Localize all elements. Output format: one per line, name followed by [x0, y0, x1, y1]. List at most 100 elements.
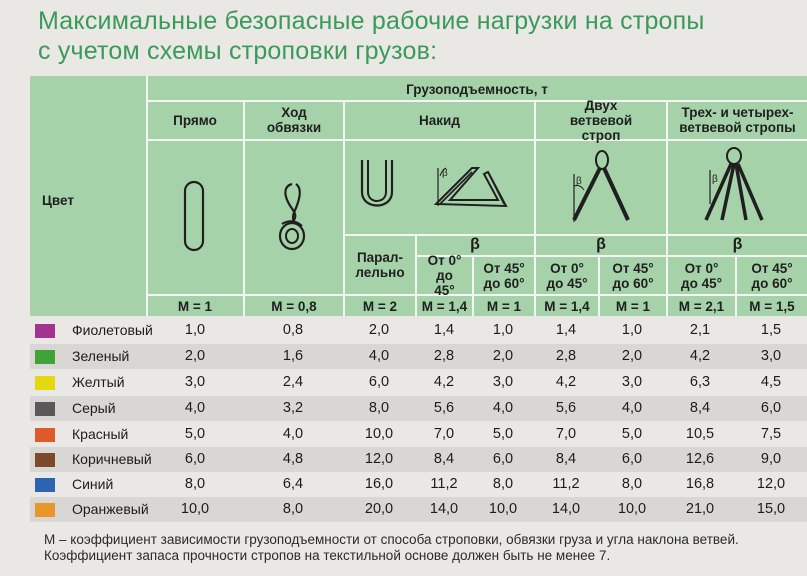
header-divider: [147, 139, 807, 141]
page-title: Максимальные безопасные рабочие нагрузки…: [38, 6, 705, 66]
load-value: 15,0: [756, 501, 786, 517]
load-value: 3,0: [760, 348, 782, 364]
header-divider: [666, 101, 668, 316]
color-swatch: [35, 503, 55, 517]
load-value: 10,0: [364, 426, 394, 442]
load-value: 6,0: [492, 451, 514, 467]
load-value: 7,5: [760, 426, 782, 442]
header-three-four-leg: Трех- и четырех- ветвевой стропы: [679, 105, 796, 135]
load-value: 20,0: [364, 501, 394, 517]
load-value: 6,0: [760, 400, 782, 416]
load-value: 4,0: [492, 400, 514, 416]
table-row: Красный 5,0 4,0 10,0 7,0 5,0 7,0 5,0 10,5 7,5: [30, 422, 807, 447]
load-value: 7,0: [433, 426, 455, 442]
load-value: 5,0: [621, 426, 643, 442]
header-divider: [344, 234, 807, 236]
load-value: 3,2: [282, 400, 304, 416]
load-value: 5,0: [184, 426, 206, 442]
header-divider: [146, 76, 148, 316]
color-swatch: [35, 350, 55, 364]
load-value: 2,8: [433, 348, 455, 364]
load-value: 2,1: [689, 322, 711, 338]
header-color: Цвет: [42, 192, 74, 208]
load-value: 2,4: [282, 374, 304, 390]
beta-label: β: [732, 236, 743, 253]
header-angle-0-45: От 0° до 45°: [427, 253, 462, 298]
load-value: 1,0: [184, 322, 206, 338]
load-value: 4,0: [621, 400, 643, 416]
title-line-1: Максимальные безопасные рабочие нагрузки…: [38, 7, 705, 35]
header-divider: [415, 235, 417, 316]
load-value: 4,5: [760, 374, 782, 390]
color-swatch: [35, 428, 55, 442]
load-value: 5,6: [433, 400, 455, 416]
color-name: Зеленый: [72, 348, 130, 364]
load-value: 16,0: [364, 476, 394, 492]
load-value: 3,0: [184, 374, 206, 390]
m-value: М = 2: [362, 298, 398, 314]
header-two-leg: Двух ветвевой строп: [569, 97, 633, 143]
choke-sling-icon: [278, 182, 306, 251]
load-value: 8,0: [184, 476, 206, 492]
load-value: 16,8: [685, 476, 715, 492]
load-value: 4,0: [368, 348, 390, 364]
m-value: М = 1,5: [749, 298, 795, 314]
color-swatch: [35, 453, 55, 467]
table-row: Зеленый 2,0 1,6 4,0 2,8 2,0 2,8 2,0 4,2 3,0: [30, 344, 807, 369]
load-value: 10,0: [488, 501, 518, 517]
table-row: Оранжевый 10,0 8,0 20,0 14,0 10,0 14,0 10,0 21,…: [30, 497, 807, 522]
m-value: М = 1,4: [544, 298, 590, 314]
header-angle-45-60: От 45° до 60°: [751, 260, 793, 291]
load-value: 12,0: [756, 476, 786, 492]
load-value: 1,5: [760, 322, 782, 338]
header-angle-0-45: От 0° до 45°: [546, 260, 588, 291]
load-value: 2,8: [555, 348, 577, 364]
color-swatch: [35, 324, 55, 338]
header-capacity: Грузоподъемность, т: [406, 81, 548, 97]
load-value: 1,4: [555, 322, 577, 338]
load-value: 2,0: [184, 348, 206, 364]
load-value: 2,0: [621, 348, 643, 364]
color-name: Желтый: [72, 374, 125, 390]
load-value: 8,4: [555, 451, 577, 467]
direct-sling-icon: [183, 180, 205, 252]
table-row: Синий 8,0 6,4 16,0 11,2 8,0 11,2 8,0 16,8 12,0: [30, 472, 807, 497]
load-value: 8,0: [492, 476, 514, 492]
load-value: 1,0: [492, 322, 514, 338]
color-name: Оранжевый: [72, 501, 149, 517]
basket-angle-icon: β: [433, 167, 508, 208]
load-value: 14,0: [429, 501, 459, 517]
load-value: 6,0: [184, 451, 206, 467]
load-value: 11,2: [552, 476, 580, 492]
load-value: 6,0: [368, 374, 390, 390]
color-name: Фиолетовый: [72, 322, 153, 338]
m-value: М = 1: [177, 298, 213, 314]
multi-leg-sling-icon: β: [704, 147, 764, 221]
header-divider: [472, 256, 474, 316]
load-value: 1,6: [282, 348, 304, 364]
header-divider: [735, 256, 737, 316]
parallel-basket-icon: [360, 160, 394, 207]
load-value: 12,6: [685, 451, 715, 467]
load-value: 4,0: [282, 426, 304, 442]
load-value: 7,0: [555, 426, 577, 442]
load-value: 5,0: [492, 426, 514, 442]
load-value: 1,4: [433, 322, 455, 338]
load-value: 2,0: [492, 348, 514, 364]
load-value: 6,0: [621, 451, 643, 467]
color-name: Коричневый: [72, 451, 152, 467]
load-value: 8,4: [689, 400, 711, 416]
header-divider: [243, 101, 245, 316]
header-basket: Накид: [419, 112, 460, 128]
header-angle-45-60: От 45° до 60°: [483, 260, 525, 291]
header-divider: [598, 256, 600, 316]
color-name: Синий: [72, 476, 114, 492]
title-line-2: с учетом схемы строповки грузов:: [38, 37, 438, 65]
load-value: 4,2: [689, 348, 711, 364]
load-value: 4,2: [433, 374, 455, 390]
load-value: 14,0: [551, 501, 581, 517]
beta-label: β: [470, 236, 480, 253]
header-divider: [416, 255, 807, 257]
load-value: 4,0: [184, 400, 206, 416]
load-value: 6,3: [689, 374, 711, 390]
